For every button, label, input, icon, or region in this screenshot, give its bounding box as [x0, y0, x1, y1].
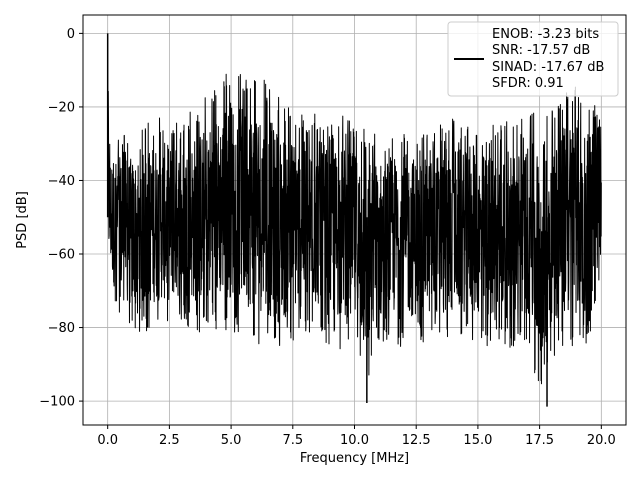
x-tick-label: 10.0 — [340, 433, 369, 448]
y-tick-label: −80 — [48, 321, 75, 336]
y-tick-label: −100 — [39, 395, 75, 410]
x-axis-label: Frequency [MHz] — [300, 451, 409, 466]
legend-line-sinad: SINAD: -17.67 dB — [492, 60, 604, 75]
legend-box — [447, 21, 619, 97]
legend: ENOB: -3.23 bits SNR: -17.57 dB SINAD: -… — [447, 21, 619, 97]
legend-line-snr: SNR: -17.57 dB — [492, 43, 590, 58]
x-tick-label: 12.5 — [402, 433, 431, 448]
x-tick-label: 17.5 — [525, 433, 554, 448]
y-tick-label: −20 — [48, 100, 75, 115]
y-axis-label: PSD [dB] — [15, 191, 30, 249]
x-tick-label: 15.0 — [463, 433, 492, 448]
y-tick-label: −60 — [48, 248, 75, 263]
x-tick-label: 7.5 — [282, 433, 303, 448]
psd-trace — [106, 33, 602, 407]
x-tick-label: 5.0 — [221, 433, 242, 448]
y-tick-label: −40 — [48, 174, 75, 189]
x-tick-label: 20.0 — [587, 433, 616, 448]
legend-line-sfdr: SFDR: 0.91 — [492, 76, 564, 91]
legend-line-enob: ENOB: -3.23 bits — [492, 27, 599, 42]
x-tick-label: 0.0 — [97, 433, 118, 448]
axis-ticks: 0.0 2.5 5.0 7.5 10.0 12.5 15.0 17.5 20.0 0 −20 −40 −… — [39, 27, 616, 448]
y-tick-label: 0 — [67, 27, 75, 42]
x-tick-label: 2.5 — [159, 433, 180, 448]
psd-line — [107, 73, 602, 385]
